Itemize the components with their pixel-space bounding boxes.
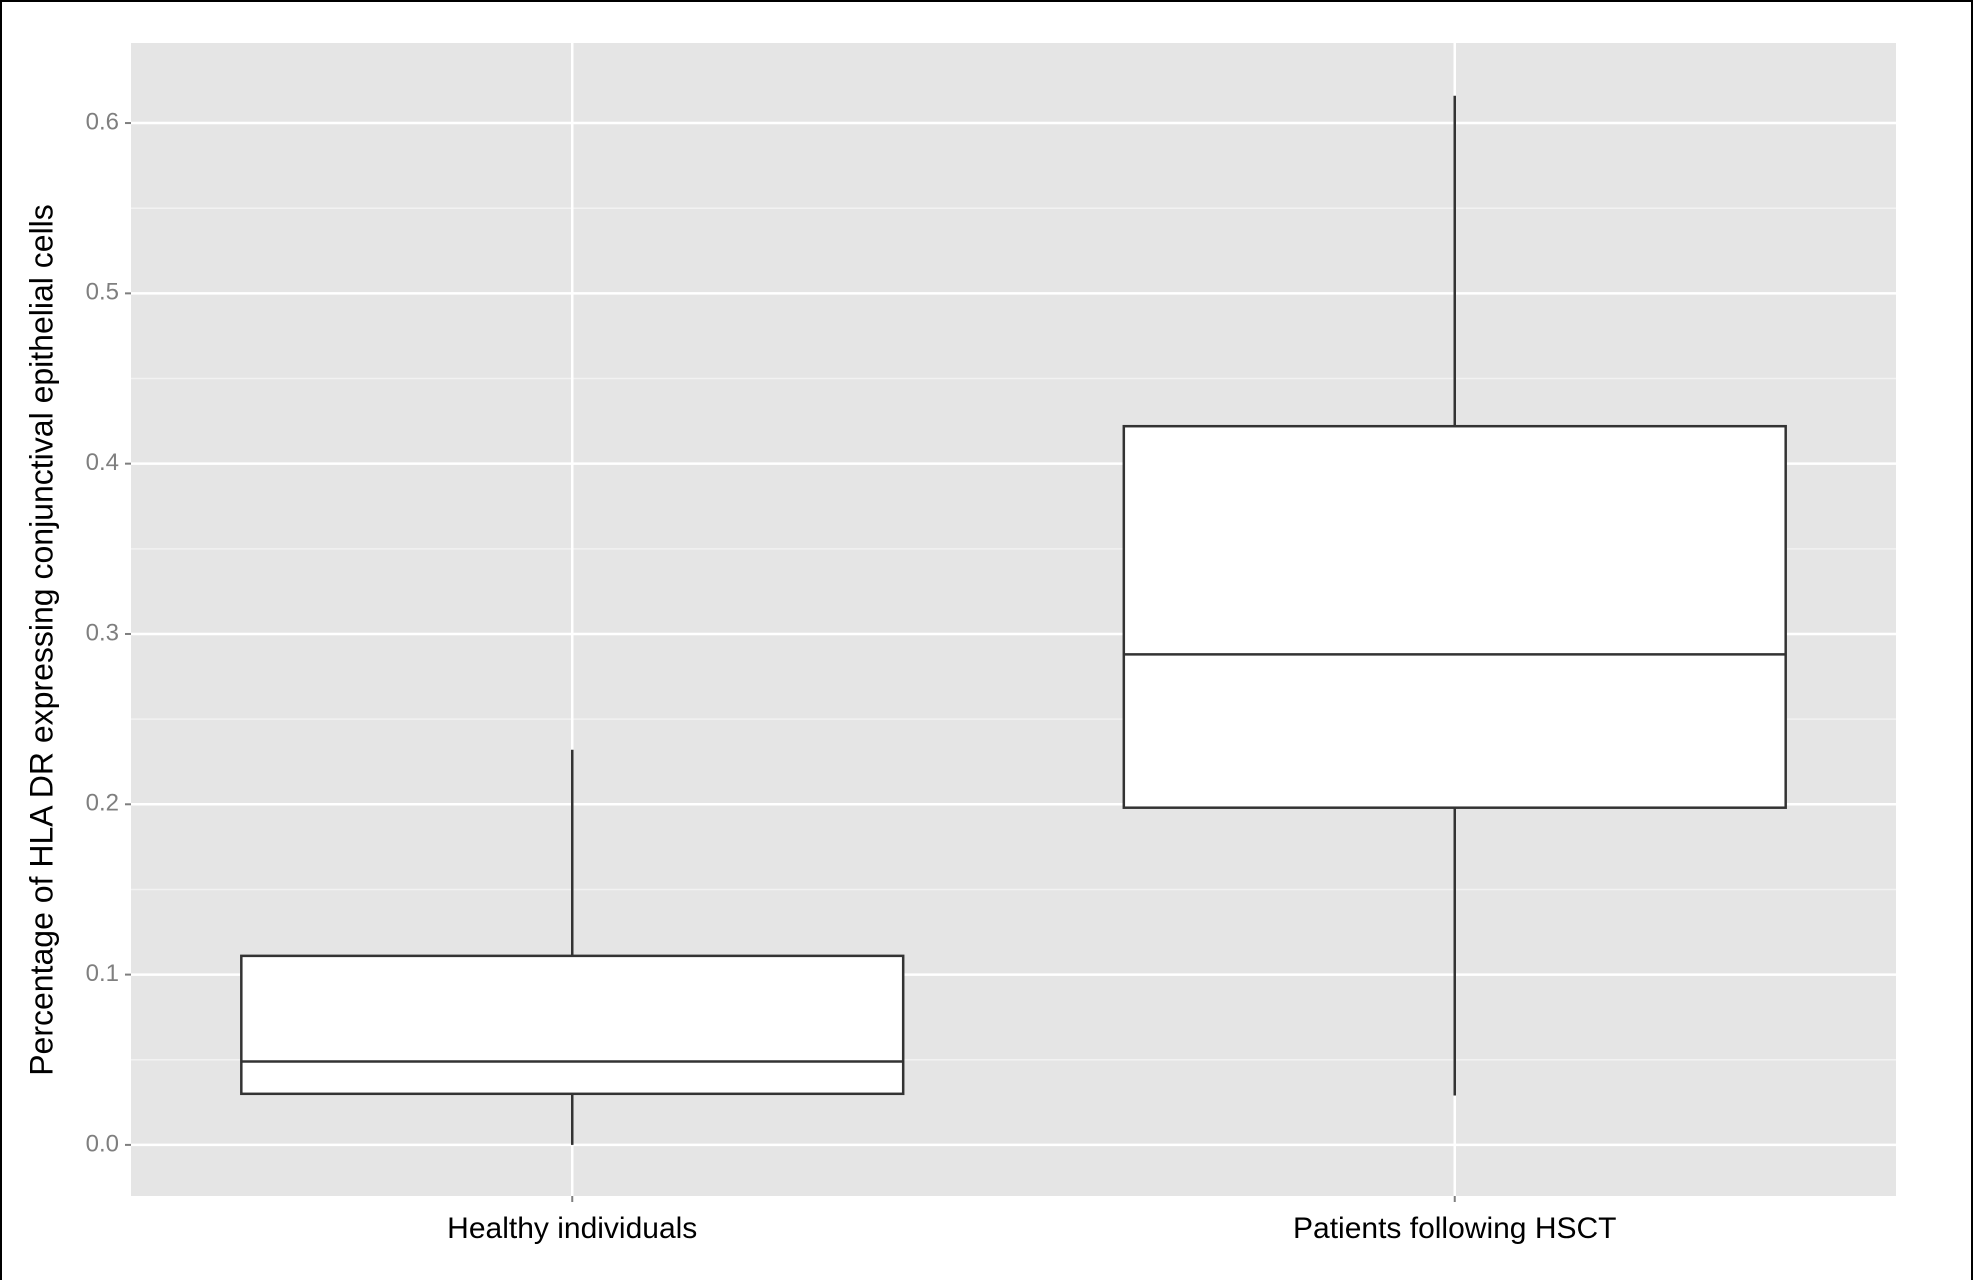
- box: [1122, 424, 1787, 809]
- y-axis-label: Percentage of HLA DR expressing conjunct…: [23, 204, 59, 1076]
- box: [240, 954, 905, 1096]
- y-tick-label: 0.4: [86, 449, 119, 476]
- y-tick-label: 0.5: [86, 279, 119, 306]
- y-tick-label: 0.3: [86, 619, 119, 646]
- y-tick-label: 0.1: [86, 960, 119, 987]
- x-tick-label: Patients following HSCT: [1293, 1212, 1616, 1245]
- x-tick-label: Healthy individuals: [447, 1212, 697, 1245]
- y-tick-label: 0.0: [86, 1130, 119, 1157]
- y-tick-label: 0.2: [86, 790, 119, 817]
- y-tick-label: 0.6: [86, 108, 119, 135]
